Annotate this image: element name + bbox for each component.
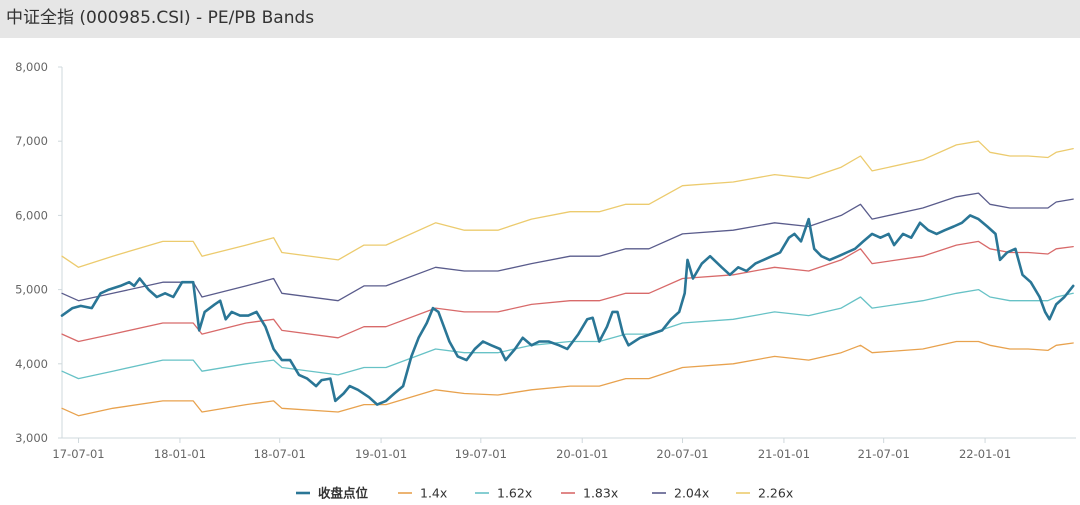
legend-label: 1.83x <box>583 486 618 501</box>
x-tick-label: 22-01-01 <box>959 447 1011 461</box>
x-tick-label: 20-01-01 <box>556 447 608 461</box>
axes: 3,000 4,000 5,000 6,000 7,000 8,000 17-07-01 18… <box>15 60 1076 461</box>
legend-label: 2.04x <box>674 486 709 501</box>
title-bar: 中证全指 (000985.CSI) - PE/PB Bands <box>0 0 1080 38</box>
y-tick-label: 3,000 <box>15 431 48 445</box>
series-line-2.04x <box>61 192 1074 302</box>
series-line-1.83x <box>61 240 1074 343</box>
y-tick-label: 8,000 <box>15 60 48 74</box>
y-tick-label: 6,000 <box>15 208 48 222</box>
x-tick-label: 18-07-01 <box>254 447 306 461</box>
y-tick-label: 7,000 <box>15 134 48 148</box>
series-line-2.26x <box>61 140 1074 268</box>
series-lines <box>60 140 1075 417</box>
x-tick-label: 17-07-01 <box>52 447 104 461</box>
x-tick-label: 21-01-01 <box>758 447 810 461</box>
series-line-1.62x <box>61 288 1074 380</box>
legend-label: 2.26x <box>758 486 793 501</box>
x-tick-label: 18-01-01 <box>154 447 206 461</box>
series-line-收盘点位 <box>60 214 1075 406</box>
x-tick-label: 20-07-01 <box>656 447 708 461</box>
legend-label: 1.4x <box>420 486 447 501</box>
pe-pb-bands-chart: 3,000 4,000 5,000 6,000 7,000 8,000 17-07-01 18… <box>15 60 1076 501</box>
chart-title: 中证全指 (000985.CSI) - PE/PB Bands <box>6 8 315 28</box>
series-line-1.4x <box>61 340 1074 417</box>
legend-label: 收盘点位 <box>318 486 369 501</box>
y-tick-label: 4,000 <box>15 357 48 371</box>
legend-label: 1.62x <box>497 486 532 501</box>
x-tick-label: 19-07-01 <box>455 447 507 461</box>
y-tick-label: 5,000 <box>15 283 48 297</box>
legend: 收盘点位 1.4x 1.62x 1.83x 2.04x 2.26x <box>296 486 793 501</box>
x-tick-label: 19-01-01 <box>355 447 407 461</box>
x-tick-label: 21-07-01 <box>858 447 910 461</box>
